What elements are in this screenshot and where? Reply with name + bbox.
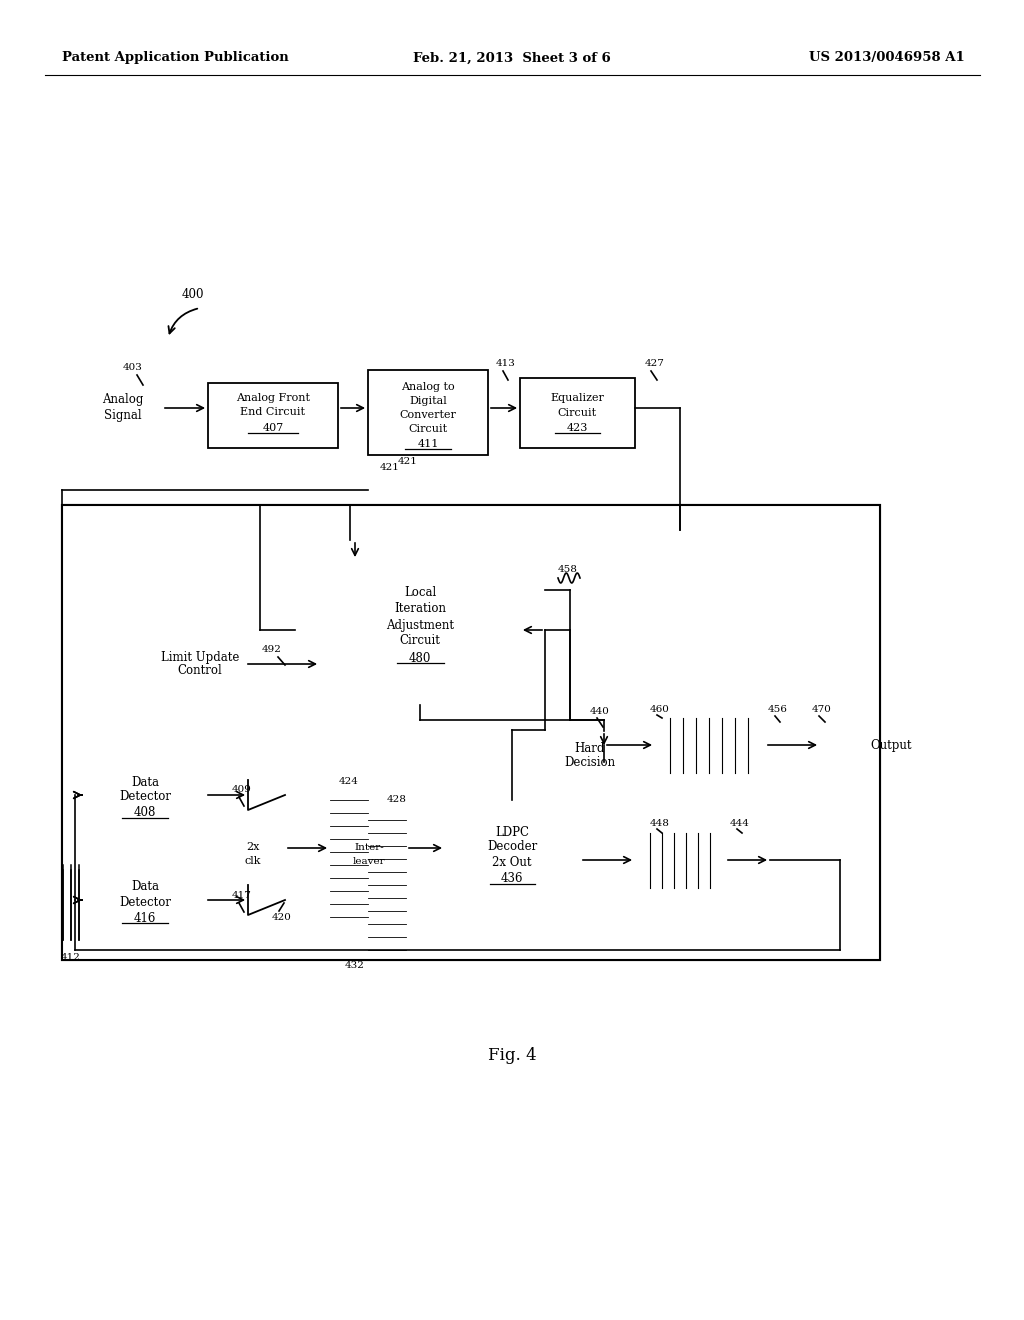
Text: Inter-: Inter- <box>354 843 384 853</box>
Text: 408: 408 <box>134 807 157 820</box>
Bar <box>295 540 545 719</box>
Text: 412: 412 <box>61 953 81 962</box>
Text: 400: 400 <box>181 289 204 301</box>
Text: 444: 444 <box>730 820 750 829</box>
Text: 428: 428 <box>387 796 407 804</box>
Text: Adjustment: Adjustment <box>386 619 454 631</box>
Text: 416: 416 <box>134 912 157 924</box>
Text: 458: 458 <box>558 565 578 574</box>
Text: 423: 423 <box>566 422 588 433</box>
Text: Fig. 4: Fig. 4 <box>487 1047 537 1064</box>
Bar <box>208 383 338 447</box>
Text: Local: Local <box>403 586 436 599</box>
Text: 470: 470 <box>812 705 831 714</box>
Text: Circuit: Circuit <box>557 408 597 418</box>
Text: Analog: Analog <box>102 393 143 407</box>
Text: 409: 409 <box>232 785 252 795</box>
Text: 411: 411 <box>418 440 438 449</box>
Text: Analog Front: Analog Front <box>236 393 310 403</box>
Text: 448: 448 <box>650 820 670 829</box>
Text: Digital: Digital <box>410 396 446 407</box>
Text: 492: 492 <box>262 645 282 655</box>
Bar <box>62 506 880 960</box>
Text: 427: 427 <box>645 359 665 368</box>
Text: 421: 421 <box>380 462 400 471</box>
Text: Detector: Detector <box>119 895 171 908</box>
Text: leaver: leaver <box>352 858 385 866</box>
Text: 420: 420 <box>272 913 292 923</box>
Bar <box>635 833 725 888</box>
Text: 2x Out: 2x Out <box>493 855 531 869</box>
Text: Signal: Signal <box>104 408 141 421</box>
Bar <box>319 560 520 705</box>
Text: LDPC: LDPC <box>495 825 529 838</box>
Text: Iteration: Iteration <box>394 602 446 615</box>
Text: Control: Control <box>177 664 222 677</box>
Bar <box>520 378 635 447</box>
Bar <box>445 800 580 920</box>
Text: Data: Data <box>131 880 159 894</box>
Text: Data: Data <box>131 776 159 788</box>
Text: Hard: Hard <box>574 742 605 755</box>
Bar <box>655 718 765 774</box>
Text: 436: 436 <box>501 873 523 886</box>
Text: Decoder: Decoder <box>486 841 538 854</box>
Bar <box>85 760 205 830</box>
Text: Patent Application Publication: Patent Application Publication <box>62 51 289 65</box>
Text: Output: Output <box>870 738 911 751</box>
Text: 407: 407 <box>262 422 284 433</box>
Text: 460: 460 <box>650 705 670 714</box>
Text: 421: 421 <box>398 458 418 466</box>
Text: 2x: 2x <box>247 842 260 851</box>
Text: Detector: Detector <box>119 791 171 804</box>
Text: Converter: Converter <box>399 411 457 420</box>
Text: Feb. 21, 2013  Sheet 3 of 6: Feb. 21, 2013 Sheet 3 of 6 <box>413 51 611 65</box>
Bar <box>330 789 368 920</box>
Text: 413: 413 <box>496 359 516 368</box>
Text: Limit Update: Limit Update <box>161 651 240 664</box>
Text: Circuit: Circuit <box>399 635 440 648</box>
Text: Equalizer: Equalizer <box>550 393 604 403</box>
Bar <box>368 810 406 960</box>
Text: 480: 480 <box>409 652 431 664</box>
Text: Decision: Decision <box>564 755 615 768</box>
Text: 417: 417 <box>232 891 252 900</box>
Text: 456: 456 <box>768 705 787 714</box>
Bar <box>368 370 488 455</box>
Text: US 2013/0046958 A1: US 2013/0046958 A1 <box>809 51 965 65</box>
Text: 403: 403 <box>123 363 143 372</box>
Text: Circuit: Circuit <box>409 424 447 434</box>
Text: 440: 440 <box>590 708 610 717</box>
Text: 432: 432 <box>345 961 365 969</box>
Bar <box>62 506 880 960</box>
Text: End Circuit: End Circuit <box>241 407 305 417</box>
Bar <box>85 865 205 935</box>
Text: Analog to: Analog to <box>401 381 455 392</box>
Text: 424: 424 <box>339 777 359 787</box>
Text: clk: clk <box>245 855 261 866</box>
